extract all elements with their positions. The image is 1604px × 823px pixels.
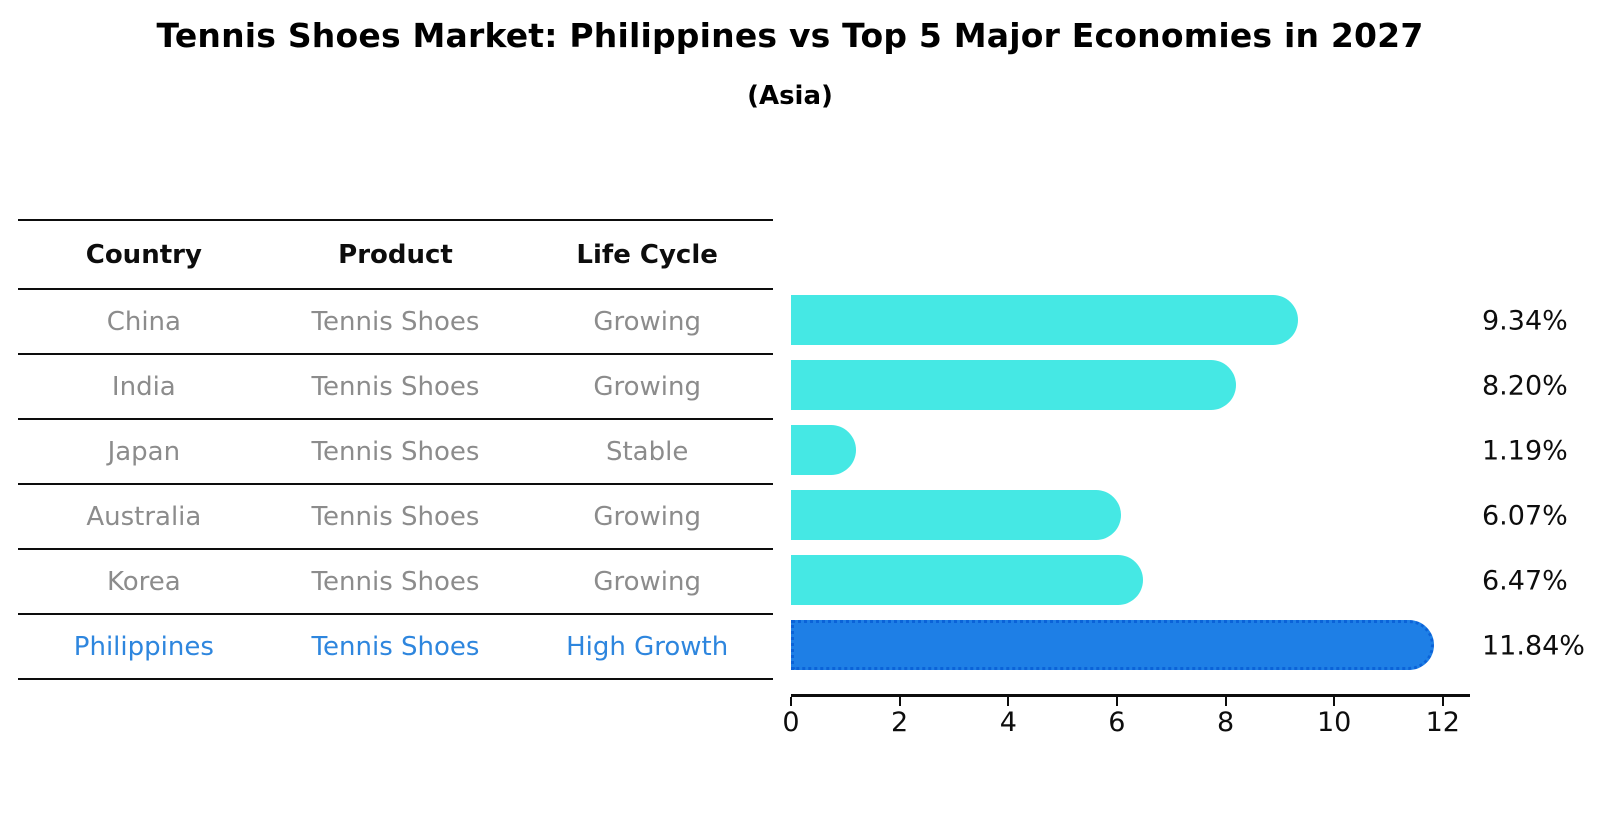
bar-value-label: 9.34% [1482, 305, 1568, 336]
table-cell-country: Philippines [73, 631, 214, 662]
x-tick-mark [1441, 697, 1444, 706]
bar-row: 6.07% [791, 483, 1604, 548]
table-body: China Tennis Shoes Growing India Tennis Shoe… [18, 290, 773, 680]
table-cell-country: India [111, 371, 176, 402]
table-cell-life-cycle: Growing [593, 566, 701, 597]
x-tick-label: 8 [1217, 707, 1235, 738]
bar-row: 11.84% [791, 613, 1604, 678]
table-cell-country: Australia [86, 501, 202, 532]
bar-row: 8.20% [791, 353, 1604, 418]
table-cell-life-cycle: Stable [605, 436, 689, 467]
bar-value-label: 1.19% [1482, 435, 1568, 466]
x-tick-label: 0 [782, 707, 800, 738]
country-table: Country Product Life Cycle China Tennis S… [18, 219, 773, 680]
table-cell-life-cycle: Growing [593, 306, 701, 337]
x-tick-mark [1224, 697, 1227, 706]
x-tick-label: 2 [891, 707, 909, 738]
table-row: Philippines Tennis Shoes High Growth [18, 615, 773, 680]
x-tick-label: 4 [999, 707, 1017, 738]
table-cell-product: Tennis Shoes [311, 631, 480, 662]
table-cell-life-cycle: Growing [593, 371, 701, 402]
table-row: India Tennis Shoes Growing [18, 355, 773, 420]
table-cell-country: Japan [107, 436, 181, 467]
column-header-life-cycle: Life Cycle [576, 239, 718, 270]
bar-australia [791, 490, 1121, 540]
table-cell-country: Korea [106, 566, 181, 597]
chart-title: Tennis Shoes Market: Philippines vs Top … [156, 16, 1424, 55]
x-tick-mark [1115, 697, 1118, 706]
table-cell-product: Tennis Shoes [311, 436, 480, 467]
bar-highlight-philippines [791, 620, 1435, 670]
table-cell-product: Tennis Shoes [311, 566, 480, 597]
x-tick-mark [1007, 697, 1010, 706]
bar-china [791, 295, 1299, 345]
table-cell-life-cycle: Growing [593, 501, 701, 532]
bar-value-label: 8.20% [1482, 370, 1568, 401]
bar-row: 9.34% [791, 288, 1604, 353]
x-axis-line [791, 694, 1470, 697]
bar-chart: 9.34% 8.20% 1.19% 6.07% 6.47% 11.84% [791, 288, 1604, 678]
x-tick-label: 10 [1317, 707, 1352, 738]
table-cell-product: Tennis Shoes [311, 371, 480, 402]
table-row: China Tennis Shoes Growing [18, 290, 773, 355]
bar-india [791, 360, 1237, 410]
bar-korea [791, 555, 1143, 605]
x-tick-mark [790, 697, 792, 706]
bar-row: 1.19% [791, 418, 1604, 483]
x-tick-mark [1333, 697, 1336, 706]
table-header-row: Country Product Life Cycle [18, 219, 773, 290]
table-cell-life-cycle: High Growth [566, 631, 729, 662]
table-cell-product: Tennis Shoes [311, 306, 480, 337]
bar-value-label: 6.07% [1482, 500, 1568, 531]
table-row: Korea Tennis Shoes Growing [18, 550, 773, 615]
bar-row: 6.47% [791, 548, 1604, 613]
chart-subtitle: (Asia) [747, 81, 833, 111]
bar-value-label: 6.47% [1482, 565, 1568, 596]
bar-value-label: 11.84% [1482, 630, 1585, 661]
column-header-product: Product [338, 239, 453, 270]
column-header-country: Country [85, 239, 202, 270]
bar-japan [791, 425, 856, 475]
x-tick-label: 6 [1108, 707, 1126, 738]
table-cell-product: Tennis Shoes [311, 501, 480, 532]
x-tick-label: 12 [1425, 707, 1460, 738]
table-cell-country: China [106, 306, 181, 337]
x-tick-mark [898, 697, 901, 706]
table-row: Japan Tennis Shoes Stable [18, 420, 773, 485]
table-row: Australia Tennis Shoes Growing [18, 485, 773, 550]
